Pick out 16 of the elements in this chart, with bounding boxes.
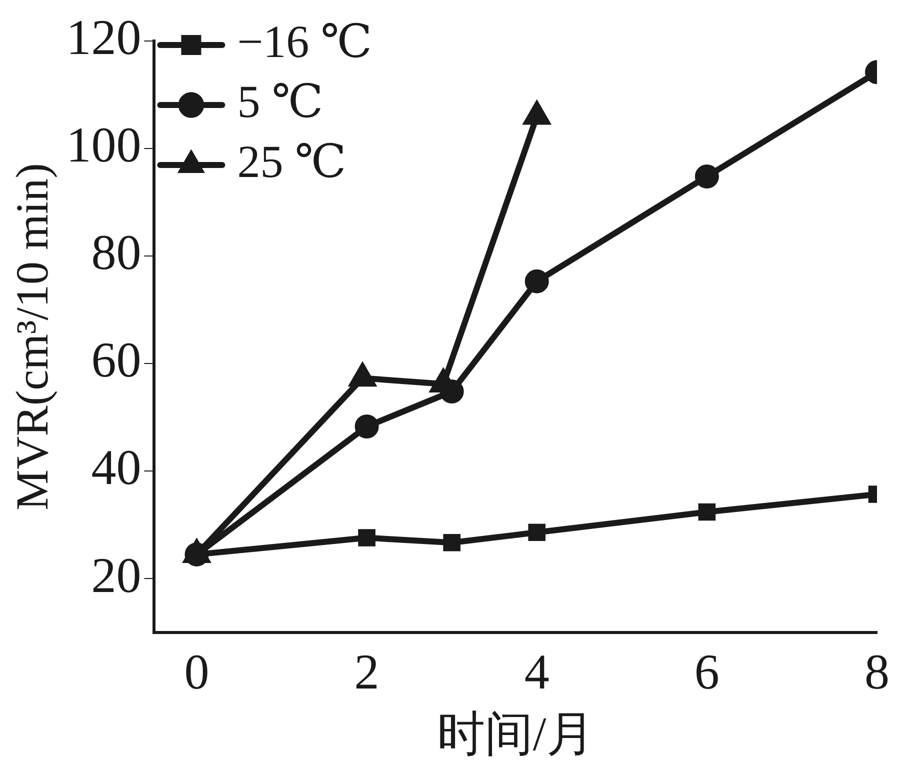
y-axis-title: MVR(cm³/10 min)	[6, 163, 58, 510]
legend-label: −16 ℃	[237, 16, 372, 68]
x-tick-label: 6	[694, 644, 720, 700]
x-tick-label: 0	[184, 644, 210, 700]
y-tick-label: 60	[91, 332, 142, 388]
x-tick-label: 4	[524, 644, 550, 700]
x-tick-label: 8	[864, 644, 890, 700]
x-tick-label: 2	[354, 644, 380, 700]
x-axis-title: 时间/月	[436, 708, 594, 761]
legend-label: 5 ℃	[237, 76, 324, 128]
y-tick-label: 120	[66, 9, 142, 66]
y-tick-label: 80	[91, 224, 142, 280]
y-tick-label: 100	[66, 116, 142, 173]
legend-label: 25 ℃	[237, 136, 346, 188]
y-tick-label: 40	[91, 439, 142, 496]
y-tick-label: 20	[91, 546, 142, 603]
